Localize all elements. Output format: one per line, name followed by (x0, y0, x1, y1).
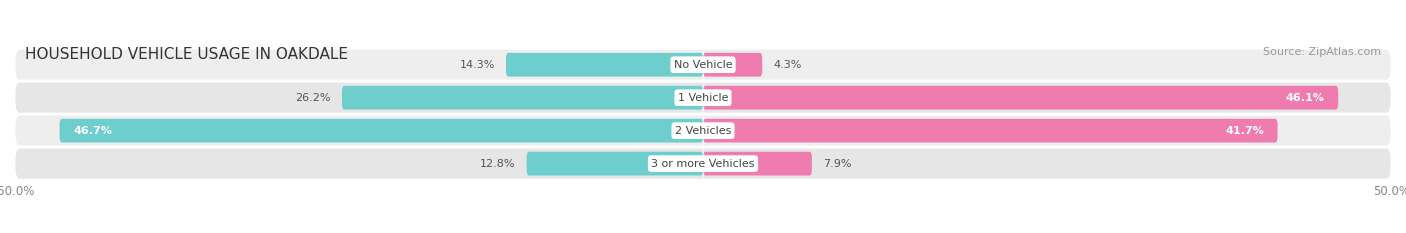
FancyBboxPatch shape (703, 152, 811, 175)
FancyBboxPatch shape (703, 119, 1278, 143)
Text: 3 or more Vehicles: 3 or more Vehicles (651, 159, 755, 169)
Text: 26.2%: 26.2% (295, 93, 330, 103)
Text: 14.3%: 14.3% (460, 60, 495, 70)
Text: 41.7%: 41.7% (1225, 126, 1264, 136)
FancyBboxPatch shape (342, 86, 703, 110)
Text: No Vehicle: No Vehicle (673, 60, 733, 70)
Text: 46.1%: 46.1% (1285, 93, 1324, 103)
FancyBboxPatch shape (527, 152, 703, 175)
FancyBboxPatch shape (59, 119, 703, 143)
FancyBboxPatch shape (14, 147, 1392, 180)
Text: 2 Vehicles: 2 Vehicles (675, 126, 731, 136)
Text: 4.3%: 4.3% (773, 60, 801, 70)
Text: 46.7%: 46.7% (73, 126, 112, 136)
FancyBboxPatch shape (14, 81, 1392, 114)
FancyBboxPatch shape (14, 114, 1392, 147)
Text: HOUSEHOLD VEHICLE USAGE IN OAKDALE: HOUSEHOLD VEHICLE USAGE IN OAKDALE (25, 47, 349, 62)
FancyBboxPatch shape (506, 53, 703, 77)
Text: 12.8%: 12.8% (479, 159, 516, 169)
Text: 7.9%: 7.9% (823, 159, 852, 169)
Text: Source: ZipAtlas.com: Source: ZipAtlas.com (1263, 47, 1381, 57)
Text: 1 Vehicle: 1 Vehicle (678, 93, 728, 103)
FancyBboxPatch shape (703, 53, 762, 77)
FancyBboxPatch shape (703, 86, 1339, 110)
FancyBboxPatch shape (14, 48, 1392, 81)
